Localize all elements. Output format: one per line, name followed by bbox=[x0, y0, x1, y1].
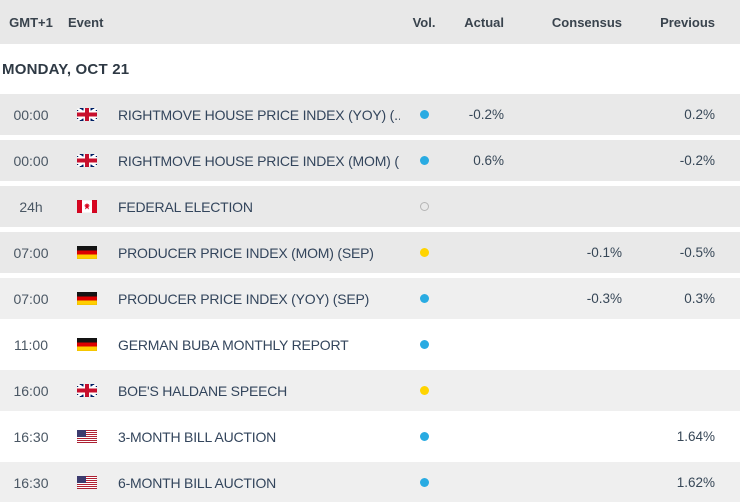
germany-flag-icon bbox=[77, 292, 97, 305]
column-header-event: Event bbox=[68, 14, 104, 30]
previous-value: -0.5% bbox=[679, 245, 715, 260]
column-header-previous: Previous bbox=[660, 14, 715, 30]
event-name[interactable]: PRODUCER PRICE INDEX (MOM) (SEP) bbox=[118, 244, 374, 261]
previous-value: 0.2% bbox=[684, 107, 715, 122]
volatility-dot-icon bbox=[419, 432, 429, 441]
consensus-value: -0.1% bbox=[586, 245, 622, 260]
uk-flag-icon bbox=[77, 384, 97, 397]
actual-value: -0.2% bbox=[468, 107, 504, 122]
time-cell: 00:00 bbox=[13, 106, 49, 123]
us-flag-icon bbox=[77, 476, 97, 489]
column-header-consensus: Consensus bbox=[551, 14, 622, 30]
uk-flag-icon bbox=[77, 154, 97, 167]
volatility-dot-icon bbox=[419, 110, 429, 119]
consensus-value: -0.3% bbox=[586, 291, 622, 306]
time-cell: 07:00 bbox=[13, 290, 49, 307]
event-row[interactable]: 16:30 3-MONTH BILL AUCTION 1.64% bbox=[0, 416, 740, 457]
time-cell: 00:00 bbox=[13, 152, 49, 169]
event-row[interactable]: 00:00 RIGHTMOVE HOUSE PRICE INDEX (YOY) … bbox=[0, 94, 740, 135]
table-header: GMT+1 Event Vol. Actual Consensus Previo… bbox=[0, 0, 740, 44]
time-cell: 11:00 bbox=[14, 336, 48, 353]
previous-value: 1.62% bbox=[676, 475, 715, 490]
date-band: MONDAY, OCT 21 bbox=[0, 44, 740, 94]
volatility-dot-icon bbox=[419, 386, 429, 395]
germany-flag-icon bbox=[77, 338, 97, 351]
actual-value: 0.6% bbox=[473, 153, 504, 168]
us-flag-icon bbox=[77, 430, 97, 443]
uk-flag-icon bbox=[77, 108, 97, 121]
event-row[interactable]: 07:00 PRODUCER PRICE INDEX (MOM) (SEP) -… bbox=[0, 232, 740, 273]
event-name[interactable]: RIGHTMOVE HOUSE PRICE INDEX (YOY) (... bbox=[118, 106, 400, 123]
previous-value: -0.2% bbox=[679, 153, 715, 168]
event-name[interactable]: GERMAN BUBA MONTHLY REPORT bbox=[118, 336, 349, 353]
time-cell: 16:30 bbox=[13, 428, 49, 445]
event-row[interactable]: 16:00 BOE'S HALDANE SPEECH bbox=[0, 370, 740, 411]
column-header-vol: Vol. bbox=[412, 14, 436, 30]
volatility-dot-icon bbox=[419, 248, 429, 257]
volatility-dot-icon bbox=[419, 156, 429, 165]
canada-flag-icon bbox=[77, 200, 97, 213]
previous-value: 0.3% bbox=[684, 291, 715, 306]
date-header: MONDAY, OCT 21 bbox=[2, 60, 130, 78]
event-row[interactable]: 07:00 PRODUCER PRICE INDEX (YOY) (SEP) -… bbox=[0, 278, 740, 319]
volatility-dot-icon bbox=[419, 478, 429, 487]
time-cell: 07:00 bbox=[13, 244, 49, 261]
volatility-dot-icon bbox=[419, 202, 429, 211]
event-name[interactable]: BOE'S HALDANE SPEECH bbox=[118, 382, 288, 399]
event-name[interactable]: 6-MONTH BILL AUCTION bbox=[118, 474, 277, 491]
time-cell: 24h bbox=[19, 198, 43, 215]
event-name[interactable]: FEDERAL ELECTION bbox=[118, 198, 253, 215]
event-rows: 00:00 RIGHTMOVE HOUSE PRICE INDEX (YOY) … bbox=[0, 94, 740, 502]
column-header-gmt: GMT+1 bbox=[9, 14, 53, 30]
event-name[interactable]: 3-MONTH BILL AUCTION bbox=[118, 428, 277, 445]
previous-value: 1.64% bbox=[676, 429, 715, 444]
event-row[interactable]: 00:00 RIGHTMOVE HOUSE PRICE INDEX (MOM) … bbox=[0, 140, 740, 181]
event-row[interactable]: 11:00 GERMAN BUBA MONTHLY REPORT bbox=[0, 324, 740, 365]
volatility-dot-icon bbox=[419, 340, 429, 349]
time-cell: 16:30 bbox=[13, 474, 49, 491]
column-header-actual: Actual bbox=[464, 14, 504, 30]
event-row[interactable]: 16:30 6-MONTH BILL AUCTION 1.62% bbox=[0, 462, 740, 502]
event-name[interactable]: RIGHTMOVE HOUSE PRICE INDEX (MOM) (... bbox=[118, 152, 400, 169]
germany-flag-icon bbox=[77, 246, 97, 259]
volatility-dot-icon bbox=[419, 294, 429, 303]
event-row[interactable]: 24h FEDERAL ELECTION bbox=[0, 186, 740, 227]
time-cell: 16:00 bbox=[13, 382, 49, 399]
event-name[interactable]: PRODUCER PRICE INDEX (YOY) (SEP) bbox=[118, 290, 370, 307]
